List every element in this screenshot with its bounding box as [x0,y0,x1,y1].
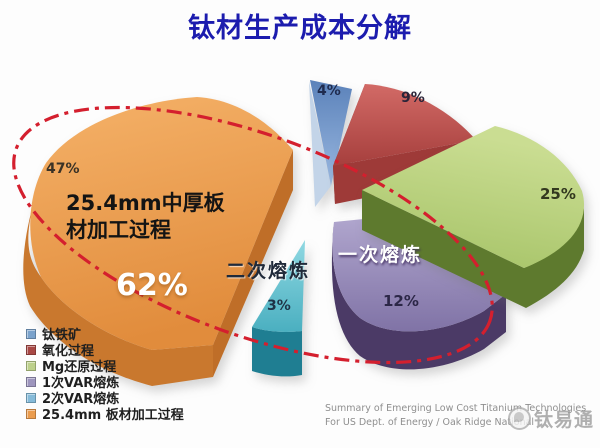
legend-item-plate: 25.4mm 板材加工过程 [26,407,184,423]
source-line2: For US Dept. of Energy / Oak Ridge Natio… [325,417,535,428]
legend-label: 钛铁矿 [42,328,82,343]
legend-item-mg-reduction: Mg还原过程 [26,359,184,375]
primary-melting-label: 一次熔炼 [338,244,423,266]
pct-label-chlorination: 9% [401,90,425,106]
slice-face [362,126,585,268]
source-citation: Summary of Emerging Low Cost Titanium Te… [325,402,595,430]
slice-skirt [252,327,302,377]
legend-swatch-mg-reduction [26,360,36,371]
legend-label: 25.4mm 板材加工过程 [42,408,184,423]
legend-swatch-ilmenite [26,328,36,339]
page-title: 钛材生产成本分解 [188,13,412,44]
slice-wall [309,81,331,207]
watermark: 钛易通 [508,405,594,432]
pct-label-var1: 12% [383,292,419,310]
slice-skirt [23,205,214,386]
group-total-label: 62% [116,268,188,303]
watermark-text: 钛易通 [534,409,595,431]
legend-item-ilmenite: 钛铁矿 [26,327,184,343]
pct-label-plate: 47% [46,161,80,177]
legend-label: 1次VAR熔炼 [42,376,120,391]
slice-face [310,80,352,186]
annotation-line1: 25.4mm中厚板 [66,191,225,215]
pct-label-var2: 3% [267,298,291,314]
highlight-ellipse [12,105,494,365]
legend-item-var2: 2次VAR熔炼 [26,391,184,407]
pie-slice-ilmenite [309,80,352,207]
taiyitong-logo-icon [508,407,531,430]
legend-label: Mg还原过程 [42,360,117,375]
slice-face [333,84,476,166]
legend-item-var1: 1次VAR熔炼 [26,375,184,391]
legend-label: 2次VAR熔炼 [42,392,120,407]
slice-face [30,97,294,350]
plate-process-annotation: 25.4mm中厚板 材加工过程 [66,190,225,244]
pie-slice-var2 [252,240,305,377]
slice-wall [213,150,293,377]
slice-skirt [331,222,506,370]
legend-swatch-plate [26,408,36,419]
legend-label: 氧化过程 [42,344,95,359]
legend-swatch-chlorination [26,344,36,355]
pie-slice-plate-processing [23,97,294,386]
pct-label-mg-reduction: 25% [540,185,576,203]
slice-face [252,240,305,332]
annotation-line2: 材加工过程 [66,218,171,242]
chart-legend: 钛铁矿 氧化过程 Mg还原过程 1次VAR熔炼 2次VAR熔炼 25.4mm 板… [26,327,184,423]
pct-label-ilmenite: 4% [317,83,341,99]
legend-item-chlorination: 氧化过程 [26,343,184,359]
legend-swatch-var1 [26,376,36,387]
slice-skirt [362,190,584,308]
source-line1: Summary of Emerging Low Cost Titanium Te… [325,403,587,414]
pie-slice-mg-reduction [362,126,585,308]
legend-swatch-var2 [26,392,36,403]
secondary-melting-label: 二次熔炼 [226,260,311,282]
